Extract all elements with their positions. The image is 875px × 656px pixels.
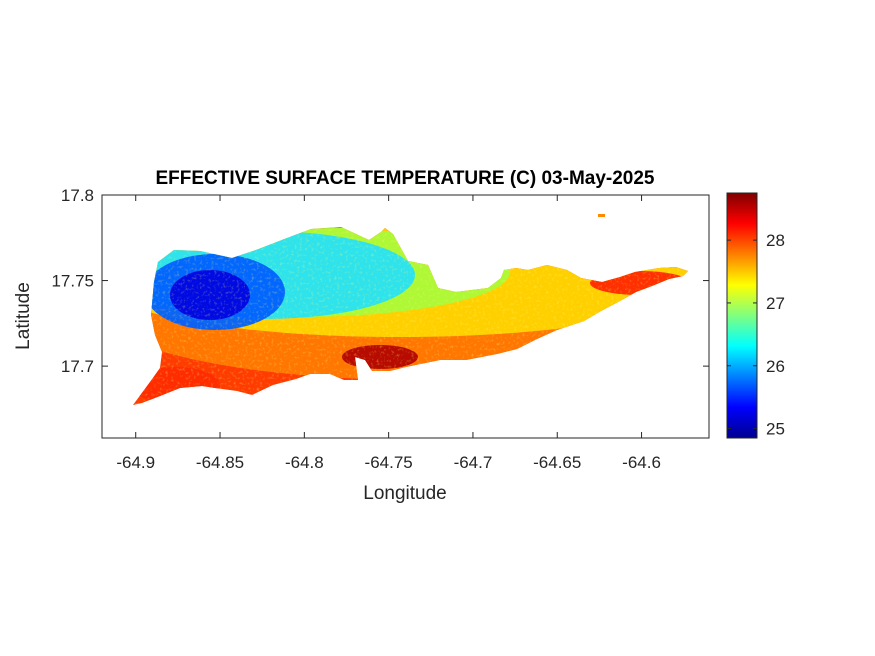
- y-axis-ticks: 17.7 17.75 17.8: [51, 186, 709, 376]
- colorbar-tick-label: 27: [766, 294, 785, 313]
- x-axis-label: Longitude: [363, 483, 446, 504]
- x-tick-label: -64.7: [454, 453, 493, 472]
- offshore-islet: [598, 214, 605, 217]
- colorbar-tick-label: 26: [766, 357, 785, 376]
- x-tick-label: -64.65: [533, 453, 581, 472]
- x-axis-ticks: -64.9 -64.85 -64.8 -64.75 -64.7 -64.65 -64.6: [116, 195, 661, 472]
- plot-area: -64.9 -64.85 -64.8 -64.75 -64.7 -64.65 -64.6 1…: [51, 186, 710, 472]
- map-title: EFFECTIVE SURFACE TEMPERATURE (C) 03-May…: [155, 168, 654, 189]
- colorbar: 25 26 27 28: [726, 192, 785, 439]
- y-tick-label: 17.8: [61, 186, 94, 205]
- colorbar-gradient: [726, 192, 758, 439]
- colorbar-tick-label: 25: [766, 420, 785, 439]
- colorbar-tick-label: 28: [766, 231, 785, 250]
- colorbar-ticks: 25 26 27 28: [727, 231, 785, 439]
- y-axis-label: Latitude: [13, 282, 34, 350]
- x-tick-label: -64.75: [365, 453, 413, 472]
- x-tick-label: -64.85: [196, 453, 244, 472]
- x-tick-label: -64.9: [116, 453, 155, 472]
- x-tick-label: -64.6: [622, 453, 661, 472]
- y-tick-label: 17.75: [51, 272, 94, 291]
- x-tick-label: -64.8: [285, 453, 324, 472]
- axes-frame: [101, 194, 710, 439]
- y-tick-label: 17.7: [61, 357, 94, 376]
